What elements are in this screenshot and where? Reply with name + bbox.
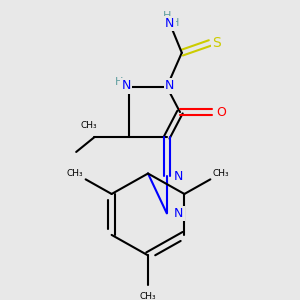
Text: N: N — [174, 207, 184, 220]
Text: CH₃: CH₃ — [81, 121, 98, 130]
Text: N: N — [165, 80, 175, 92]
Text: N: N — [165, 17, 175, 30]
Text: CH₃: CH₃ — [140, 292, 156, 300]
Text: O: O — [216, 106, 226, 118]
Text: N: N — [122, 80, 131, 92]
Text: S: S — [212, 36, 221, 50]
Text: H: H — [171, 17, 179, 28]
Text: H: H — [163, 11, 171, 21]
Text: CH₃: CH₃ — [67, 169, 84, 178]
Text: N: N — [174, 170, 184, 183]
Text: CH₃: CH₃ — [212, 169, 229, 178]
Text: H: H — [115, 77, 123, 87]
